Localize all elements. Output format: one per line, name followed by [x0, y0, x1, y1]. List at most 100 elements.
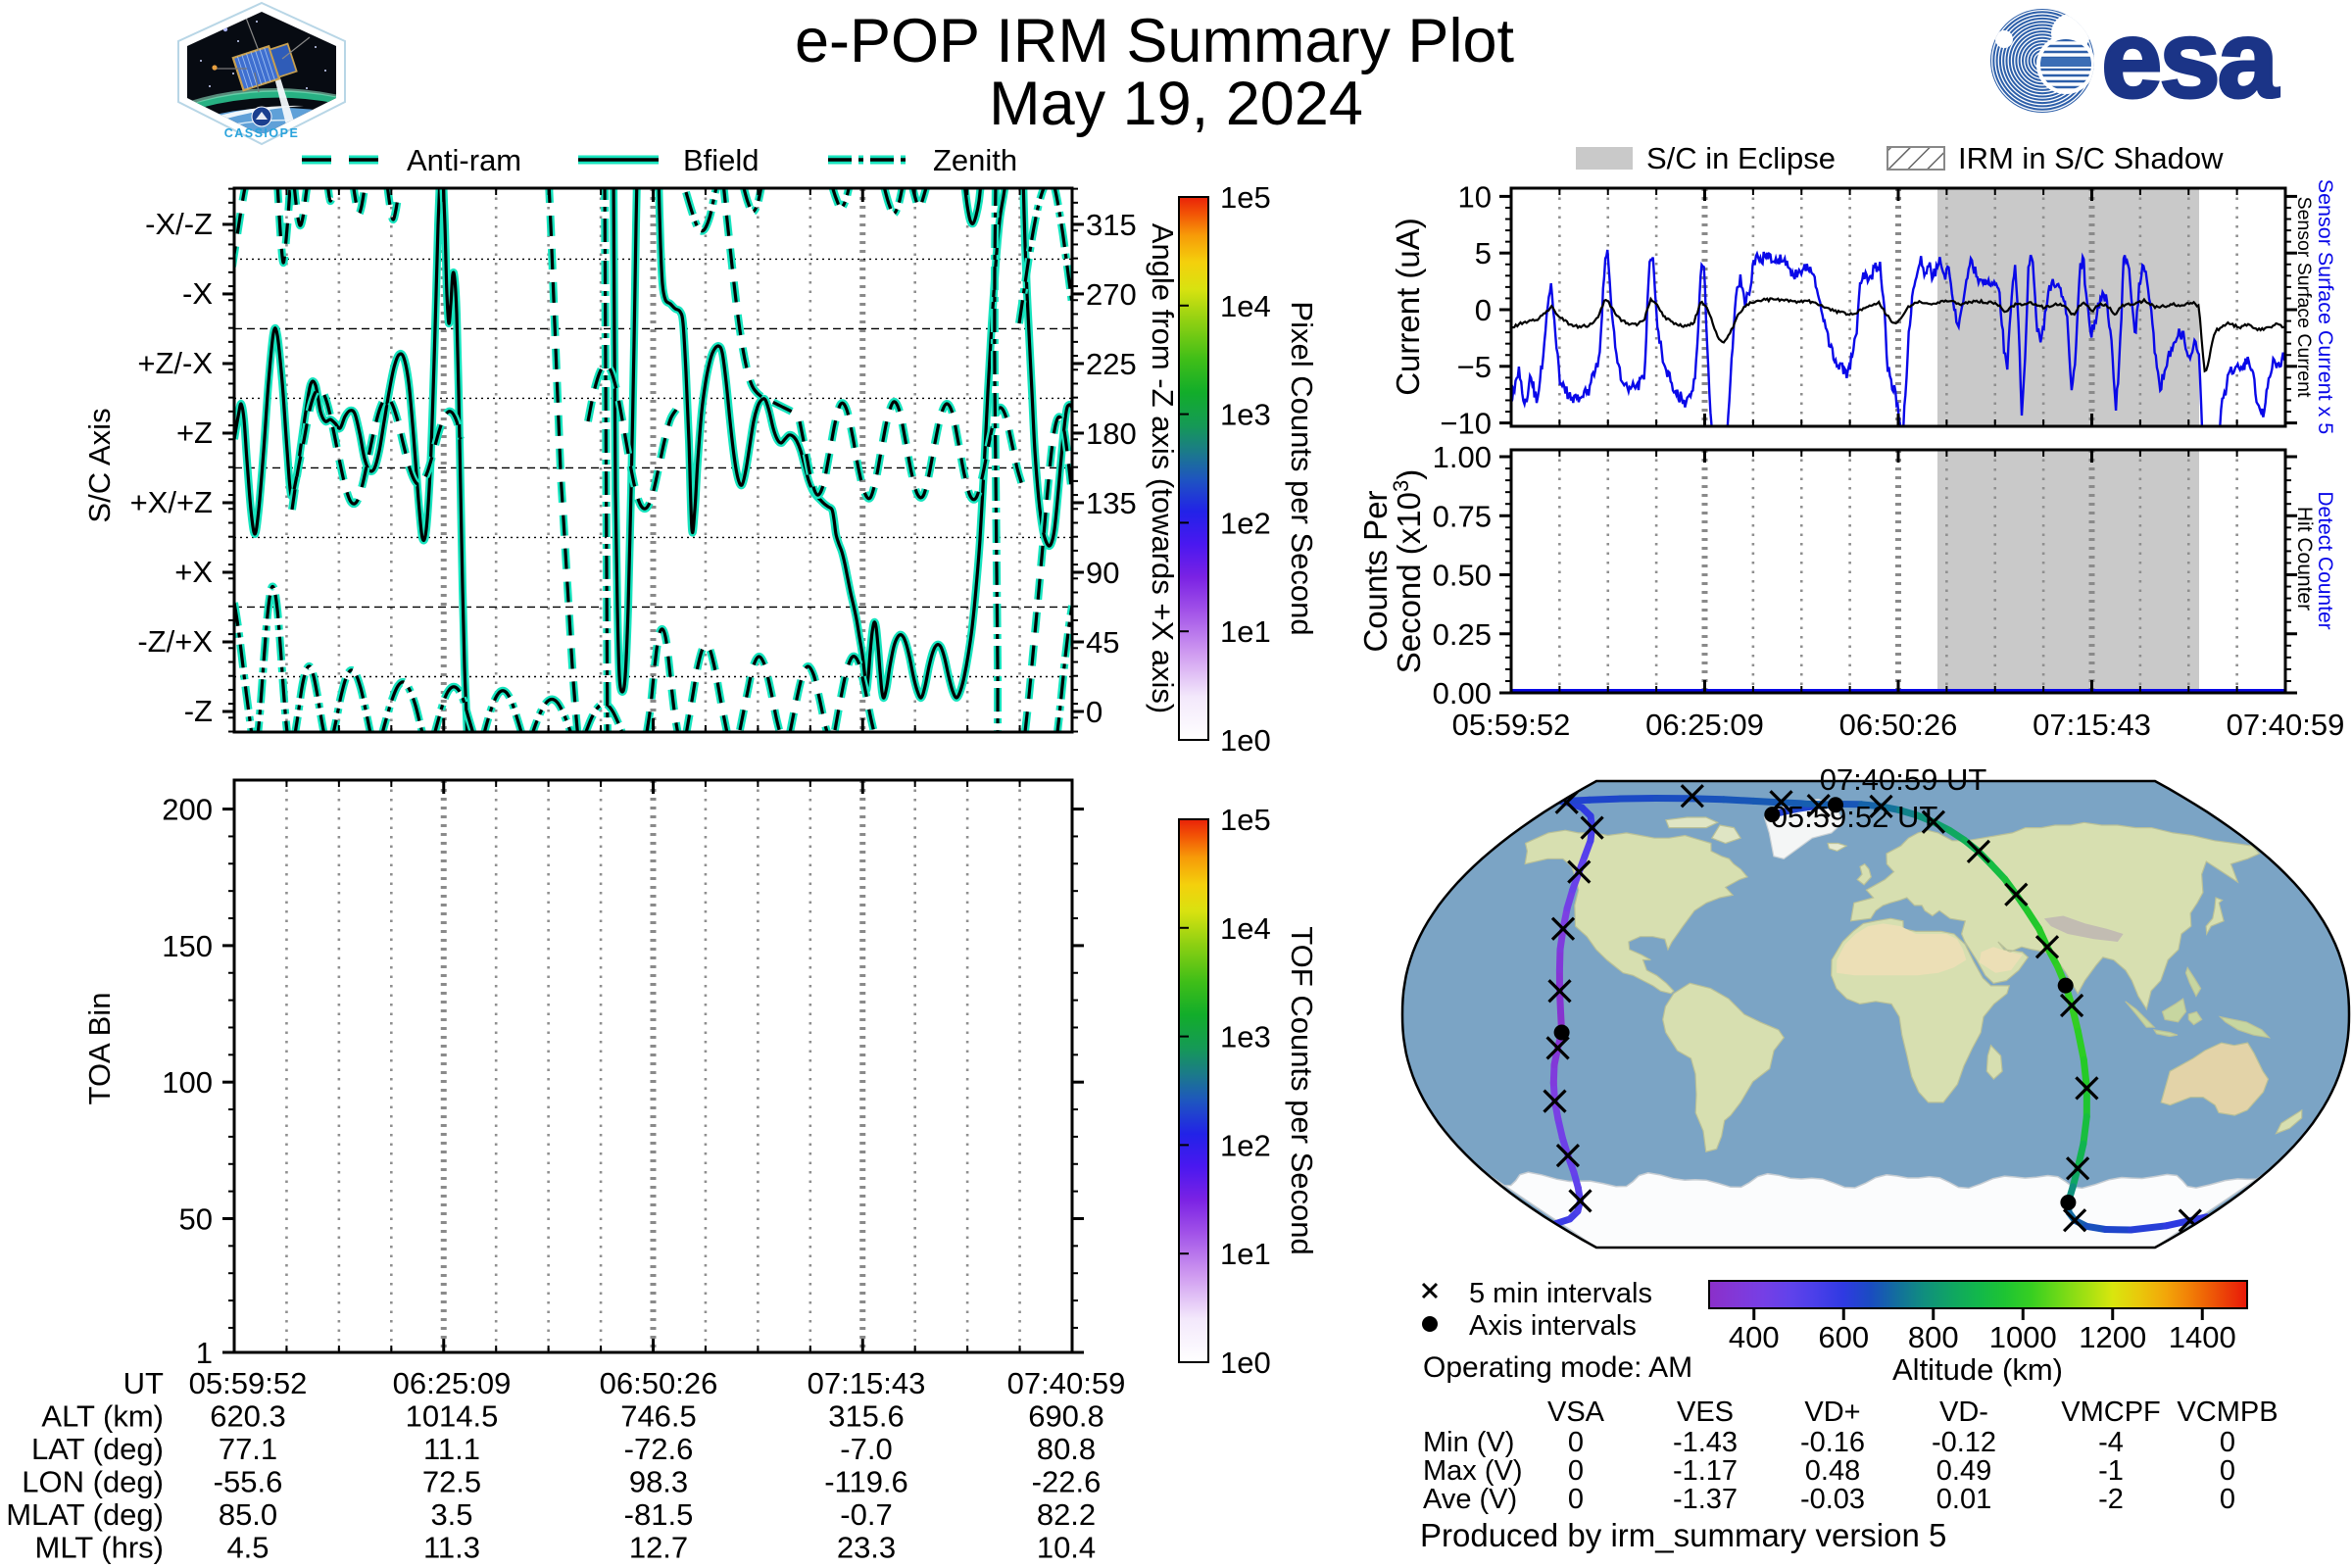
- svg-text:S/C in Eclipse: S/C in Eclipse: [1646, 141, 1836, 175]
- svg-text:VSA: VSA: [1547, 1396, 1605, 1428]
- svg-text:0: 0: [1086, 695, 1102, 729]
- svg-text:0.48: 0.48: [1805, 1455, 1860, 1487]
- svg-text:-0.7: -0.7: [840, 1497, 892, 1532]
- svg-text:-0.16: -0.16: [1800, 1427, 1865, 1458]
- svg-text:MLAT (deg): MLAT (deg): [6, 1497, 164, 1532]
- svg-text:1e4: 1e4: [1220, 289, 1271, 323]
- svg-text:-X: -X: [182, 276, 213, 311]
- svg-text:-55.6: -55.6: [214, 1465, 283, 1499]
- svg-text:1: 1: [196, 1336, 213, 1370]
- svg-text:23.3: 23.3: [837, 1531, 896, 1565]
- svg-text:0: 0: [1568, 1484, 1584, 1515]
- svg-text:+Z: +Z: [176, 416, 213, 450]
- svg-text:72.5: 72.5: [422, 1465, 481, 1499]
- svg-text:-X/-Z: -X/-Z: [145, 207, 213, 241]
- svg-text:Current (uA): Current (uA): [1390, 218, 1426, 396]
- svg-text:77.1: 77.1: [219, 1432, 277, 1466]
- svg-text:800: 800: [1908, 1320, 1959, 1354]
- svg-text:1e3: 1e3: [1220, 1020, 1271, 1054]
- svg-text:-72.6: -72.6: [624, 1432, 694, 1466]
- svg-text:-0.12: -0.12: [1932, 1427, 1996, 1458]
- svg-text:TOA Bin: TOA Bin: [82, 993, 117, 1105]
- svg-text:1e3: 1e3: [1220, 398, 1271, 432]
- svg-text:150: 150: [162, 929, 213, 963]
- svg-text:05:59:52: 05:59:52: [189, 1366, 308, 1400]
- svg-text:May 19, 2024: May 19, 2024: [989, 70, 1363, 138]
- svg-text:VCMPB: VCMPB: [2177, 1396, 2278, 1428]
- svg-text:-1.37: -1.37: [1673, 1484, 1738, 1515]
- svg-text:−5: −5: [1457, 350, 1492, 384]
- svg-text:07:40:59: 07:40:59: [2227, 708, 2345, 742]
- svg-text:135: 135: [1086, 486, 1137, 520]
- svg-text:ALT (km): ALT (km): [41, 1399, 164, 1434]
- svg-text:UT: UT: [123, 1366, 164, 1400]
- svg-text:315: 315: [1086, 208, 1137, 242]
- svg-text:0: 0: [1568, 1427, 1584, 1458]
- svg-text:−10: −10: [1440, 407, 1492, 441]
- svg-text:0.50: 0.50: [1433, 559, 1492, 593]
- svg-text:1e0: 1e0: [1220, 1346, 1271, 1380]
- svg-text:-81.5: -81.5: [624, 1497, 694, 1532]
- svg-text:-2: -2: [2098, 1484, 2124, 1515]
- svg-text:esa: esa: [2101, 0, 2279, 121]
- svg-text:45: 45: [1086, 625, 1119, 660]
- svg-text:06:25:09: 06:25:09: [393, 1366, 512, 1400]
- svg-text:85.0: 85.0: [219, 1497, 277, 1532]
- svg-text:TOF Counts per Second: TOF Counts per Second: [1285, 926, 1319, 1254]
- svg-text:Angle from -Z axis (towards +X: Angle from -Z axis (towards +X axis): [1146, 223, 1180, 713]
- svg-text:S/C Axis: S/C Axis: [82, 408, 117, 522]
- svg-text:Sensor Surface Current x 5: Sensor Surface Current x 5: [2314, 179, 2337, 435]
- svg-text:0.75: 0.75: [1433, 499, 1492, 533]
- svg-text:1000: 1000: [1989, 1320, 2057, 1354]
- svg-text:1e4: 1e4: [1220, 911, 1271, 946]
- svg-text:Detect Counter: Detect Counter: [2314, 491, 2336, 629]
- svg-text:10.4: 10.4: [1037, 1531, 1096, 1565]
- svg-text:05:59:52: 05:59:52: [1452, 708, 1571, 742]
- svg-text:1e5: 1e5: [1220, 803, 1271, 837]
- svg-text:-119.6: -119.6: [824, 1465, 908, 1499]
- svg-text:1e1: 1e1: [1220, 1237, 1271, 1271]
- svg-text:1e2: 1e2: [1220, 506, 1271, 540]
- svg-text:CASSIOPE: CASSIOPE: [224, 126, 300, 140]
- svg-text:Min (V): Min (V): [1423, 1427, 1514, 1458]
- svg-text:690.8: 690.8: [1028, 1399, 1104, 1434]
- svg-text:5 min intervals: 5 min intervals: [1469, 1278, 1652, 1309]
- svg-text:Hit Counter: Hit Counter: [2293, 507, 2316, 611]
- svg-text:0: 0: [1475, 293, 1492, 327]
- svg-text:600: 600: [1818, 1320, 1869, 1354]
- svg-text:50: 50: [179, 1201, 213, 1236]
- svg-text:Axis intervals: Axis intervals: [1469, 1310, 1637, 1342]
- svg-text:-0.03: -0.03: [1800, 1484, 1865, 1515]
- svg-text:0: 0: [2220, 1455, 2235, 1487]
- svg-text:1e0: 1e0: [1220, 723, 1271, 758]
- svg-text:1e1: 1e1: [1220, 614, 1271, 649]
- svg-text:315.6: 315.6: [828, 1399, 905, 1434]
- svg-text:Second (x103): Second (x103): [1389, 469, 1427, 674]
- svg-text:4.5: 4.5: [226, 1531, 269, 1565]
- svg-text:e-POP IRM Summary Plot: e-POP IRM Summary Plot: [795, 7, 1515, 75]
- svg-text:10: 10: [1458, 179, 1492, 214]
- svg-text:0: 0: [1568, 1455, 1584, 1487]
- svg-text:+X: +X: [174, 555, 213, 589]
- svg-text:100: 100: [162, 1065, 213, 1100]
- svg-text:07:15:43: 07:15:43: [2033, 708, 2151, 742]
- svg-text:0.01: 0.01: [1936, 1484, 1991, 1515]
- svg-text:11.1: 11.1: [423, 1432, 480, 1466]
- svg-text:05:59:52 UT: 05:59:52 UT: [1771, 800, 1938, 834]
- svg-text:-Z: -Z: [184, 694, 213, 728]
- svg-text:07:40:59: 07:40:59: [1007, 1366, 1126, 1400]
- svg-text:1200: 1200: [2079, 1320, 2146, 1354]
- svg-text:0: 0: [2220, 1484, 2235, 1515]
- svg-text:1e5: 1e5: [1220, 180, 1271, 215]
- svg-text:Counts Per: Counts Per: [1357, 490, 1394, 652]
- svg-text:620.3: 620.3: [210, 1399, 286, 1434]
- svg-text:1014.5: 1014.5: [406, 1399, 499, 1434]
- svg-text:+Z/-X: +Z/-X: [137, 346, 213, 380]
- svg-text:-1: -1: [2098, 1455, 2124, 1487]
- svg-text:07:40:59 UT: 07:40:59 UT: [1820, 762, 1987, 797]
- svg-text:82.2: 82.2: [1037, 1497, 1096, 1532]
- svg-text:VES: VES: [1677, 1396, 1734, 1428]
- svg-text:5: 5: [1475, 236, 1492, 270]
- svg-text:LON (deg): LON (deg): [22, 1465, 164, 1499]
- svg-text:0.00: 0.00: [1433, 676, 1492, 710]
